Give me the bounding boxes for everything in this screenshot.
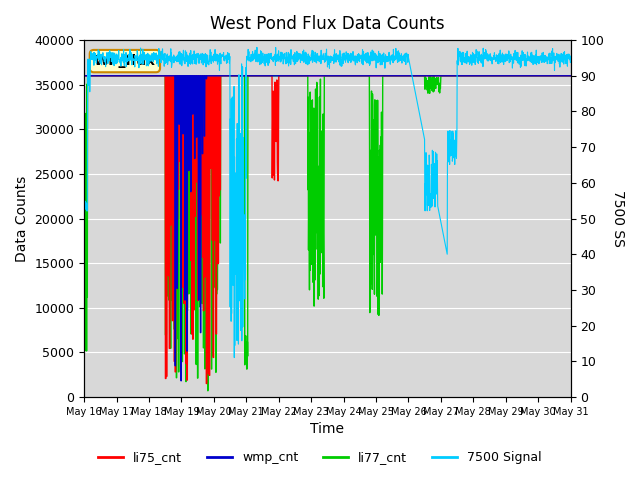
li77_cnt [106,73,113,79]
Line: 7500 Signal: 7500 Signal [84,48,571,358]
7500 Signal [105,58,113,64]
wmp_cnt [553,73,561,79]
7500 Signal [553,56,561,62]
li75_cnt [567,73,575,79]
7500 Signal [317,48,325,53]
li77_cnt [553,73,561,79]
wmp_cnt [463,73,471,79]
wmp_cnt [552,73,560,79]
wmp_cnt [177,378,185,384]
li75_cnt [553,73,561,79]
7500 Signal [464,55,472,61]
wmp_cnt [317,73,324,79]
li77_cnt [464,73,472,79]
li75_cnt [463,73,471,79]
7500 Signal [253,45,260,50]
Line: li77_cnt: li77_cnt [84,76,571,391]
Y-axis label: 7500 SS: 7500 SS [611,190,625,247]
wmp_cnt [304,73,312,79]
7500 Signal [80,198,88,204]
li77_cnt [305,95,312,100]
7500 Signal [305,51,312,57]
li77_cnt [204,388,212,394]
Line: wmp_cnt: wmp_cnt [84,76,571,381]
li75_cnt [317,73,324,79]
li75_cnt [304,73,312,79]
Title: West Pond Flux Data Counts: West Pond Flux Data Counts [210,15,445,33]
7500 Signal [567,60,575,65]
X-axis label: Time: Time [310,422,344,436]
7500 Signal [553,50,561,56]
li77_cnt [567,73,575,79]
Legend: li75_cnt, wmp_cnt, li77_cnt, 7500 Signal: li75_cnt, wmp_cnt, li77_cnt, 7500 Signal [93,446,547,469]
li75_cnt [80,73,88,79]
li77_cnt [84,73,92,79]
wmp_cnt [105,73,113,79]
7500 Signal [230,355,238,360]
wmp_cnt [567,73,575,79]
Text: WP_flux: WP_flux [94,54,156,68]
li75_cnt [552,73,560,79]
wmp_cnt [80,73,88,79]
li77_cnt [317,128,325,134]
li77_cnt [553,73,561,79]
li77_cnt [80,314,88,320]
Line: li75_cnt: li75_cnt [84,76,571,384]
li75_cnt [105,73,113,79]
Y-axis label: Data Counts: Data Counts [15,175,29,262]
li75_cnt [202,381,210,386]
